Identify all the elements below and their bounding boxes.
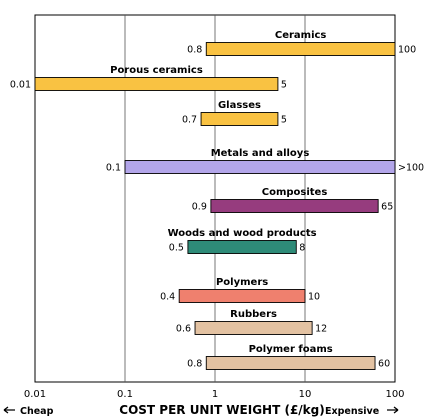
bar-name-label: Rubbers (230, 309, 277, 320)
bar-name-label: Glasses (218, 100, 261, 111)
x-tick-label: 10 (299, 389, 312, 400)
bar-name-label: Woods and wood products (168, 228, 317, 239)
range-bar (187, 240, 297, 254)
bar-name-label: Metals and alloys (211, 148, 310, 159)
x-axis-right-label: Expensive (325, 406, 379, 417)
range-bar (205, 356, 376, 370)
range-bar (210, 199, 379, 213)
x-tick-label: 100 (385, 389, 404, 400)
high-value-label: 5 (281, 80, 287, 91)
x-tick-label: 0.01 (24, 389, 46, 400)
high-value-label: 12 (315, 324, 327, 335)
x-tick-label: 0.1 (117, 389, 133, 400)
low-value-label: 0.8 (187, 359, 202, 370)
bar-name-label: Polymer foams (249, 344, 333, 355)
range-bar (194, 321, 313, 335)
x-axis-left-label: Cheap (20, 406, 54, 417)
range-bar (205, 42, 396, 56)
range-bar (34, 77, 279, 91)
x-axis-title: COST PER UNIT WEIGHT (£/kg) (119, 403, 324, 417)
low-value-label: 0.4 (160, 292, 175, 303)
low-value-label: 0.5 (169, 243, 184, 254)
range-bar (124, 160, 396, 174)
low-value-label: 0.1 (106, 163, 121, 174)
bar-name-label: Composites (262, 187, 328, 198)
high-value-label: 100 (398, 45, 416, 56)
bar-name-label: Polymers (216, 277, 268, 288)
high-value-label: 10 (308, 292, 320, 303)
high-value-label: >100 (398, 163, 424, 174)
x-tick-label: 1 (212, 389, 218, 400)
bar-name-label: Porous ceramics (110, 65, 203, 76)
high-value-label: 5 (281, 115, 287, 126)
low-value-label: 0.7 (182, 115, 197, 126)
expensive-arrow-icon (387, 406, 399, 414)
low-value-label: 0.01 (10, 80, 31, 91)
high-value-label: 60 (378, 359, 390, 370)
low-value-label: 0.8 (187, 45, 202, 56)
bar-name-label: Ceramics (275, 30, 327, 41)
range-bar (178, 289, 306, 303)
range-bar (200, 112, 279, 126)
low-value-label: 0.6 (176, 324, 191, 335)
low-value-label: 0.9 (192, 202, 207, 213)
high-value-label: 8 (299, 243, 305, 254)
cheap-arrow-icon (3, 406, 15, 414)
high-value-label: 65 (381, 202, 393, 213)
